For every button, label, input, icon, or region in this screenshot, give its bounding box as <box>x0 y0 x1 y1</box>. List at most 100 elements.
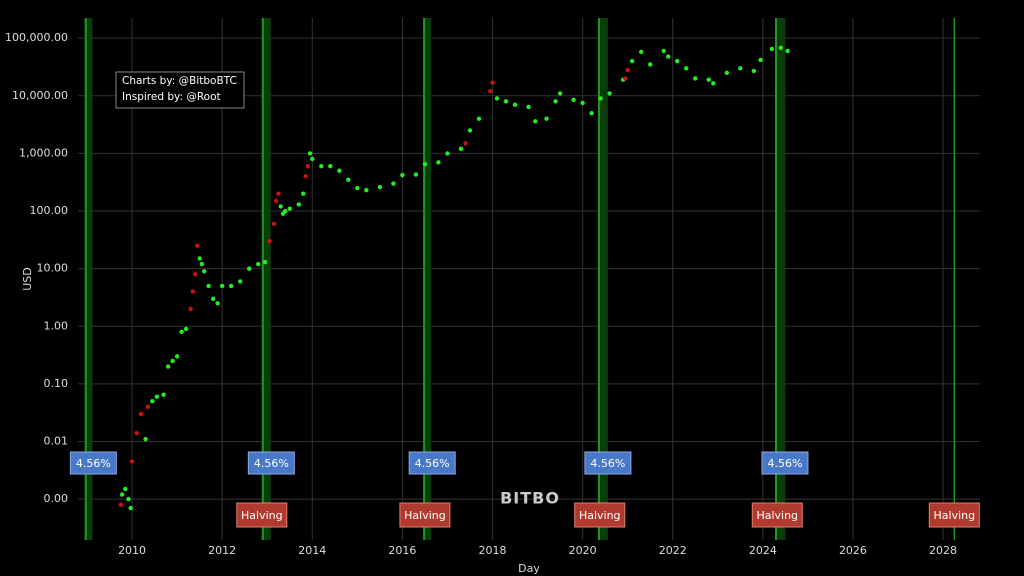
price-point <box>305 163 310 169</box>
price-point <box>310 156 315 162</box>
price-point <box>134 430 139 436</box>
halving-label: Halving <box>241 509 283 522</box>
y-tick-label: 0.10 <box>44 377 69 390</box>
price-point <box>377 184 383 190</box>
price-point <box>190 289 196 294</box>
halving-box <box>574 502 626 528</box>
price-point <box>287 206 292 211</box>
price-point <box>296 202 301 207</box>
price-point <box>625 67 630 73</box>
rate-label: 4.56% <box>254 457 289 470</box>
price-point <box>195 243 200 248</box>
y-axis-label: USD <box>21 267 34 291</box>
price-point <box>274 198 279 204</box>
price-point <box>278 204 283 209</box>
rate-box <box>408 451 456 475</box>
price-point <box>267 238 272 244</box>
price-point <box>623 76 628 81</box>
price-point <box>533 119 538 124</box>
price-point <box>307 151 313 156</box>
x-axis-label: Day <box>518 562 540 575</box>
halving-label: Halving <box>756 509 798 522</box>
price-point <box>400 172 405 178</box>
credit-line: Charts by: @BitboBTC <box>122 75 237 87</box>
price-point <box>165 364 171 369</box>
price-point <box>476 116 482 121</box>
price-point <box>544 116 549 121</box>
x-tick-label: 2010 <box>118 544 146 557</box>
price-point <box>666 54 671 59</box>
price-point <box>183 326 189 332</box>
y-tick-label: 0.00 <box>44 492 69 505</box>
price-point <box>179 329 184 335</box>
rate-box <box>69 451 117 475</box>
x-tick-label: 2028 <box>929 544 957 557</box>
price-point <box>436 160 441 165</box>
price-point <box>118 502 124 507</box>
x-tick-label: 2016 <box>388 544 416 557</box>
price-point <box>355 185 360 191</box>
halving-band <box>775 18 786 540</box>
price-point <box>247 266 252 271</box>
price-point <box>303 174 308 179</box>
price-point <box>215 301 220 306</box>
price-point <box>364 187 369 193</box>
halving-box <box>751 502 803 528</box>
price-point <box>328 163 333 169</box>
price-point <box>219 283 225 289</box>
halving-box <box>236 502 288 528</box>
price-point <box>119 492 125 497</box>
price-point <box>188 306 193 312</box>
rate-box <box>761 451 809 475</box>
price-point <box>150 399 155 404</box>
y-tick-label: 1,000.00 <box>19 146 68 159</box>
watermark: BITBO <box>500 489 560 508</box>
price-point <box>580 100 585 106</box>
price-point <box>206 283 211 289</box>
price-point <box>192 272 198 277</box>
price-point <box>262 259 268 265</box>
price-point <box>463 141 468 146</box>
price-point <box>557 91 563 96</box>
x-tick-label: 2012 <box>208 544 236 557</box>
price-point <box>629 58 635 64</box>
price-point <box>512 102 518 107</box>
price-point <box>319 163 324 169</box>
rate-label: 4.56% <box>590 457 625 470</box>
price-point <box>256 261 261 267</box>
price-point <box>488 89 493 94</box>
y-tick-label: 100.00 <box>30 204 69 217</box>
price-point <box>271 221 277 227</box>
rate-label: 4.56% <box>767 457 802 470</box>
price-point <box>751 68 757 74</box>
price-point <box>785 48 790 54</box>
rate-box <box>584 451 632 475</box>
price-point <box>445 151 450 156</box>
price-point <box>413 172 419 177</box>
price-point <box>145 404 151 409</box>
price-point <box>237 279 243 284</box>
y-tick-label: 1.00 <box>44 319 69 332</box>
price-point <box>758 57 763 63</box>
price-point <box>467 128 473 133</box>
price-point <box>503 99 509 104</box>
annotations: Charts by: @BitboBTC Inspired by: @Root … <box>5 31 980 575</box>
price-point <box>337 168 342 173</box>
credit-line: Inspired by: @Root <box>122 91 221 103</box>
halving-band <box>597 18 608 540</box>
price-point <box>301 191 306 196</box>
price-point <box>199 261 205 267</box>
price-point <box>128 505 133 511</box>
points <box>118 45 790 511</box>
x-tick-label: 2014 <box>298 544 326 557</box>
price-point <box>638 49 644 55</box>
price-point <box>126 496 131 502</box>
price-point <box>143 436 148 442</box>
price-point <box>197 256 202 261</box>
halving-box <box>399 502 451 528</box>
price-point <box>201 269 207 274</box>
price-point <box>170 358 175 364</box>
price-point <box>490 80 495 85</box>
price-point <box>123 486 128 492</box>
halving-band <box>423 18 432 540</box>
